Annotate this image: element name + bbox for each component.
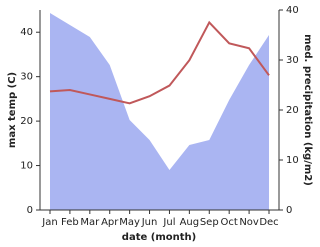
y-tick-label: 30 xyxy=(20,72,33,83)
x-tick-label: Apr xyxy=(101,217,119,228)
x-tick-label: May xyxy=(119,217,140,228)
x-tick-label: Jul xyxy=(162,217,175,228)
y2-tick-label: 20 xyxy=(286,105,299,116)
y2-tick-label: 0 xyxy=(286,205,292,216)
x-tick-label: Dec xyxy=(259,217,278,228)
y-tick-label: 10 xyxy=(20,161,33,172)
y-tick-label: 20 xyxy=(20,116,33,127)
x-tick-label: Mar xyxy=(80,217,100,228)
x-axis-label: date (month) xyxy=(122,232,196,243)
y2-tick-label: 40 xyxy=(286,5,299,16)
x-tick-label: Aug xyxy=(180,217,200,228)
y2-tick-label: 30 xyxy=(286,55,299,66)
y-axis-label: max temp (C) xyxy=(7,72,18,148)
x-tick-label: Oct xyxy=(221,217,238,228)
temperature-line xyxy=(49,20,270,105)
y2-tick-label: 10 xyxy=(286,155,299,166)
x-tick-label: Nov xyxy=(239,217,259,228)
y-tick-label: 40 xyxy=(20,27,33,38)
y2-axis-label: med. precipitation (kg/m2) xyxy=(302,34,313,186)
x-tick-label: Feb xyxy=(61,217,79,228)
x-tick-label: Jan xyxy=(41,217,57,228)
y-tick-label: 0 xyxy=(27,205,33,216)
x-tick-label: Jun xyxy=(141,217,158,228)
precipitation-area xyxy=(50,13,269,210)
x-tick-label: Sep xyxy=(200,217,219,228)
